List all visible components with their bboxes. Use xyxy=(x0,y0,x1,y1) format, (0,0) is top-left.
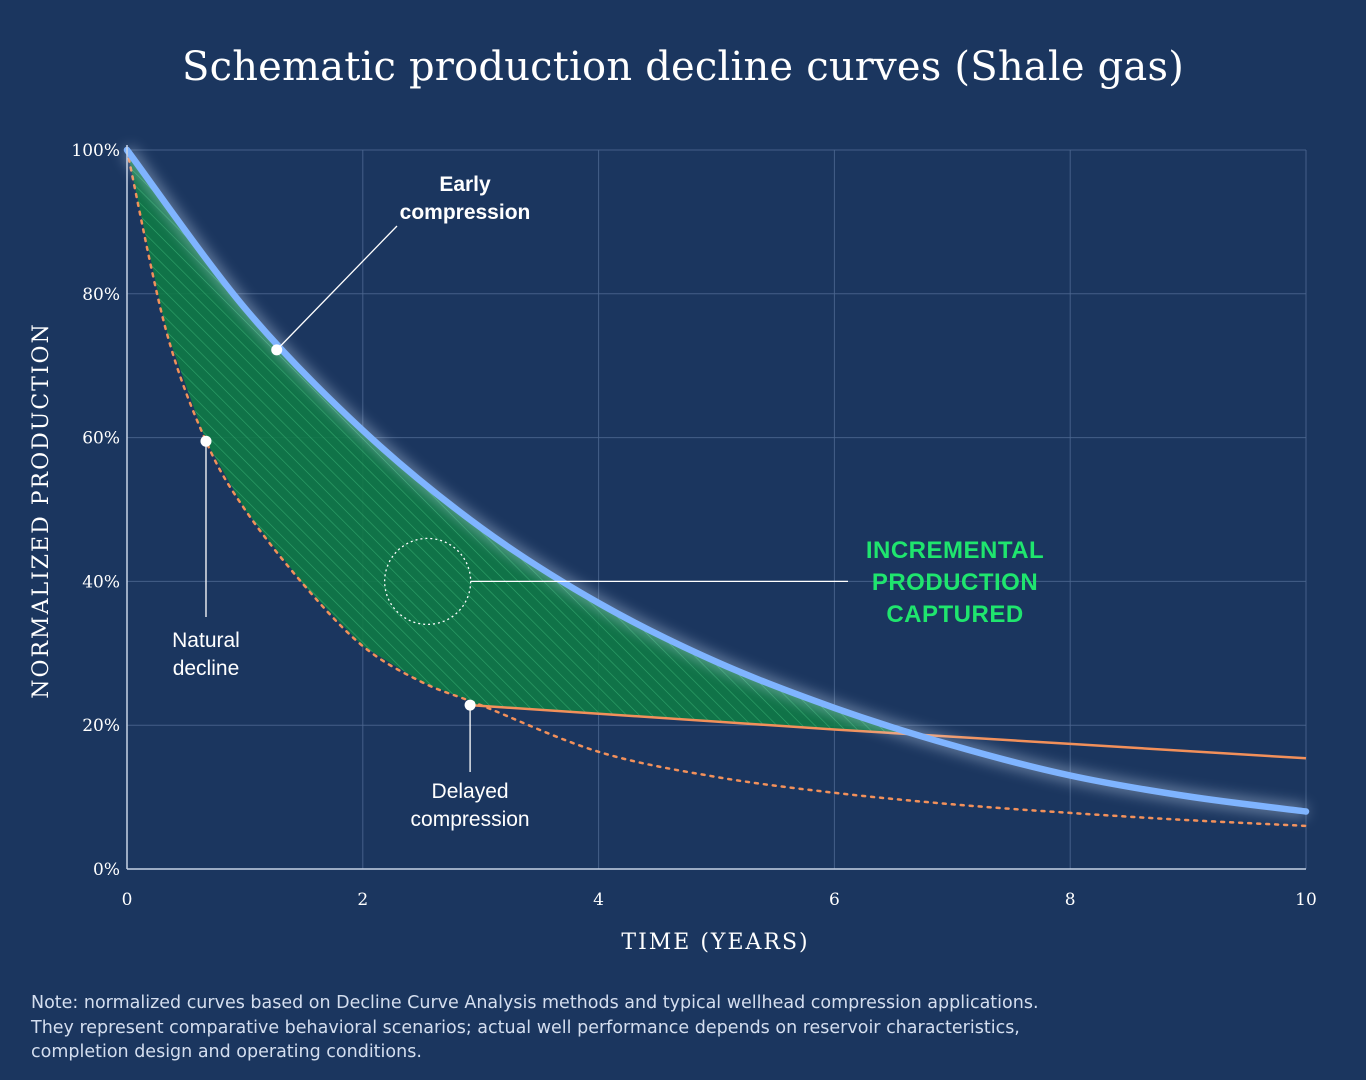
y-tick-label: 0% xyxy=(93,860,120,880)
natural-decline-marker xyxy=(200,435,212,447)
footnote: Note: normalized curves based on Decline… xyxy=(31,991,1331,1065)
footnote-line: completion design and operating conditio… xyxy=(31,1042,422,1062)
y-tick-label: 80% xyxy=(82,285,120,305)
delayed-compression-marker xyxy=(464,699,476,711)
early-compression-label: compression xyxy=(400,201,531,224)
incremental-label: PRODUCTION xyxy=(872,569,1038,596)
y-axis-label: NORMALIZED PRODUCTION xyxy=(29,322,54,699)
axes: 0% 20% 40% 60% 80% 100% 0 2 4 6 8 10 TIME (YEARS) NOR… xyxy=(29,141,1317,955)
delayed-compression-label: Delayed xyxy=(432,780,509,803)
y-tick-label: 60% xyxy=(82,429,120,449)
x-tick-label: 6 xyxy=(829,890,840,910)
incremental-label: CAPTURED xyxy=(886,601,1023,628)
y-tick-label: 20% xyxy=(82,716,120,736)
natural-decline-label: decline xyxy=(173,657,240,680)
x-tick-label: 0 xyxy=(122,890,133,910)
early-compression-label: Early xyxy=(439,173,491,196)
early-compression-marker xyxy=(271,344,283,356)
annotations: Early compression Natural decline Delayed com… xyxy=(172,173,1044,831)
natural-decline-label: Natural xyxy=(172,629,240,652)
natural-decline-line xyxy=(125,148,1308,828)
chart-title: Schematic production decline curves (Sha… xyxy=(182,44,1184,90)
incremental-area xyxy=(127,150,920,735)
series-group xyxy=(122,146,1310,828)
y-tick-label: 100% xyxy=(71,141,120,161)
x-tick-label: 4 xyxy=(593,890,604,910)
delayed-compression-line xyxy=(470,703,1307,760)
incremental-area-fill xyxy=(127,150,920,735)
footnote-line: Note: normalized curves based on Decline… xyxy=(31,993,1039,1013)
early-compression-line xyxy=(123,146,1310,815)
y-tick-label: 40% xyxy=(82,572,120,592)
incremental-label: INCREMENTAL xyxy=(866,537,1044,564)
delayed-compression-label: compression xyxy=(411,808,530,831)
early-compression-leader xyxy=(276,225,398,351)
x-tick-label: 10 xyxy=(1295,890,1317,910)
x-tick-label: 8 xyxy=(1065,890,1076,910)
x-axis-label: TIME (YEARS) xyxy=(621,930,809,955)
footnote-line: They represent comparative behavioral sc… xyxy=(31,1017,1020,1038)
x-tick-label: 2 xyxy=(357,890,368,910)
